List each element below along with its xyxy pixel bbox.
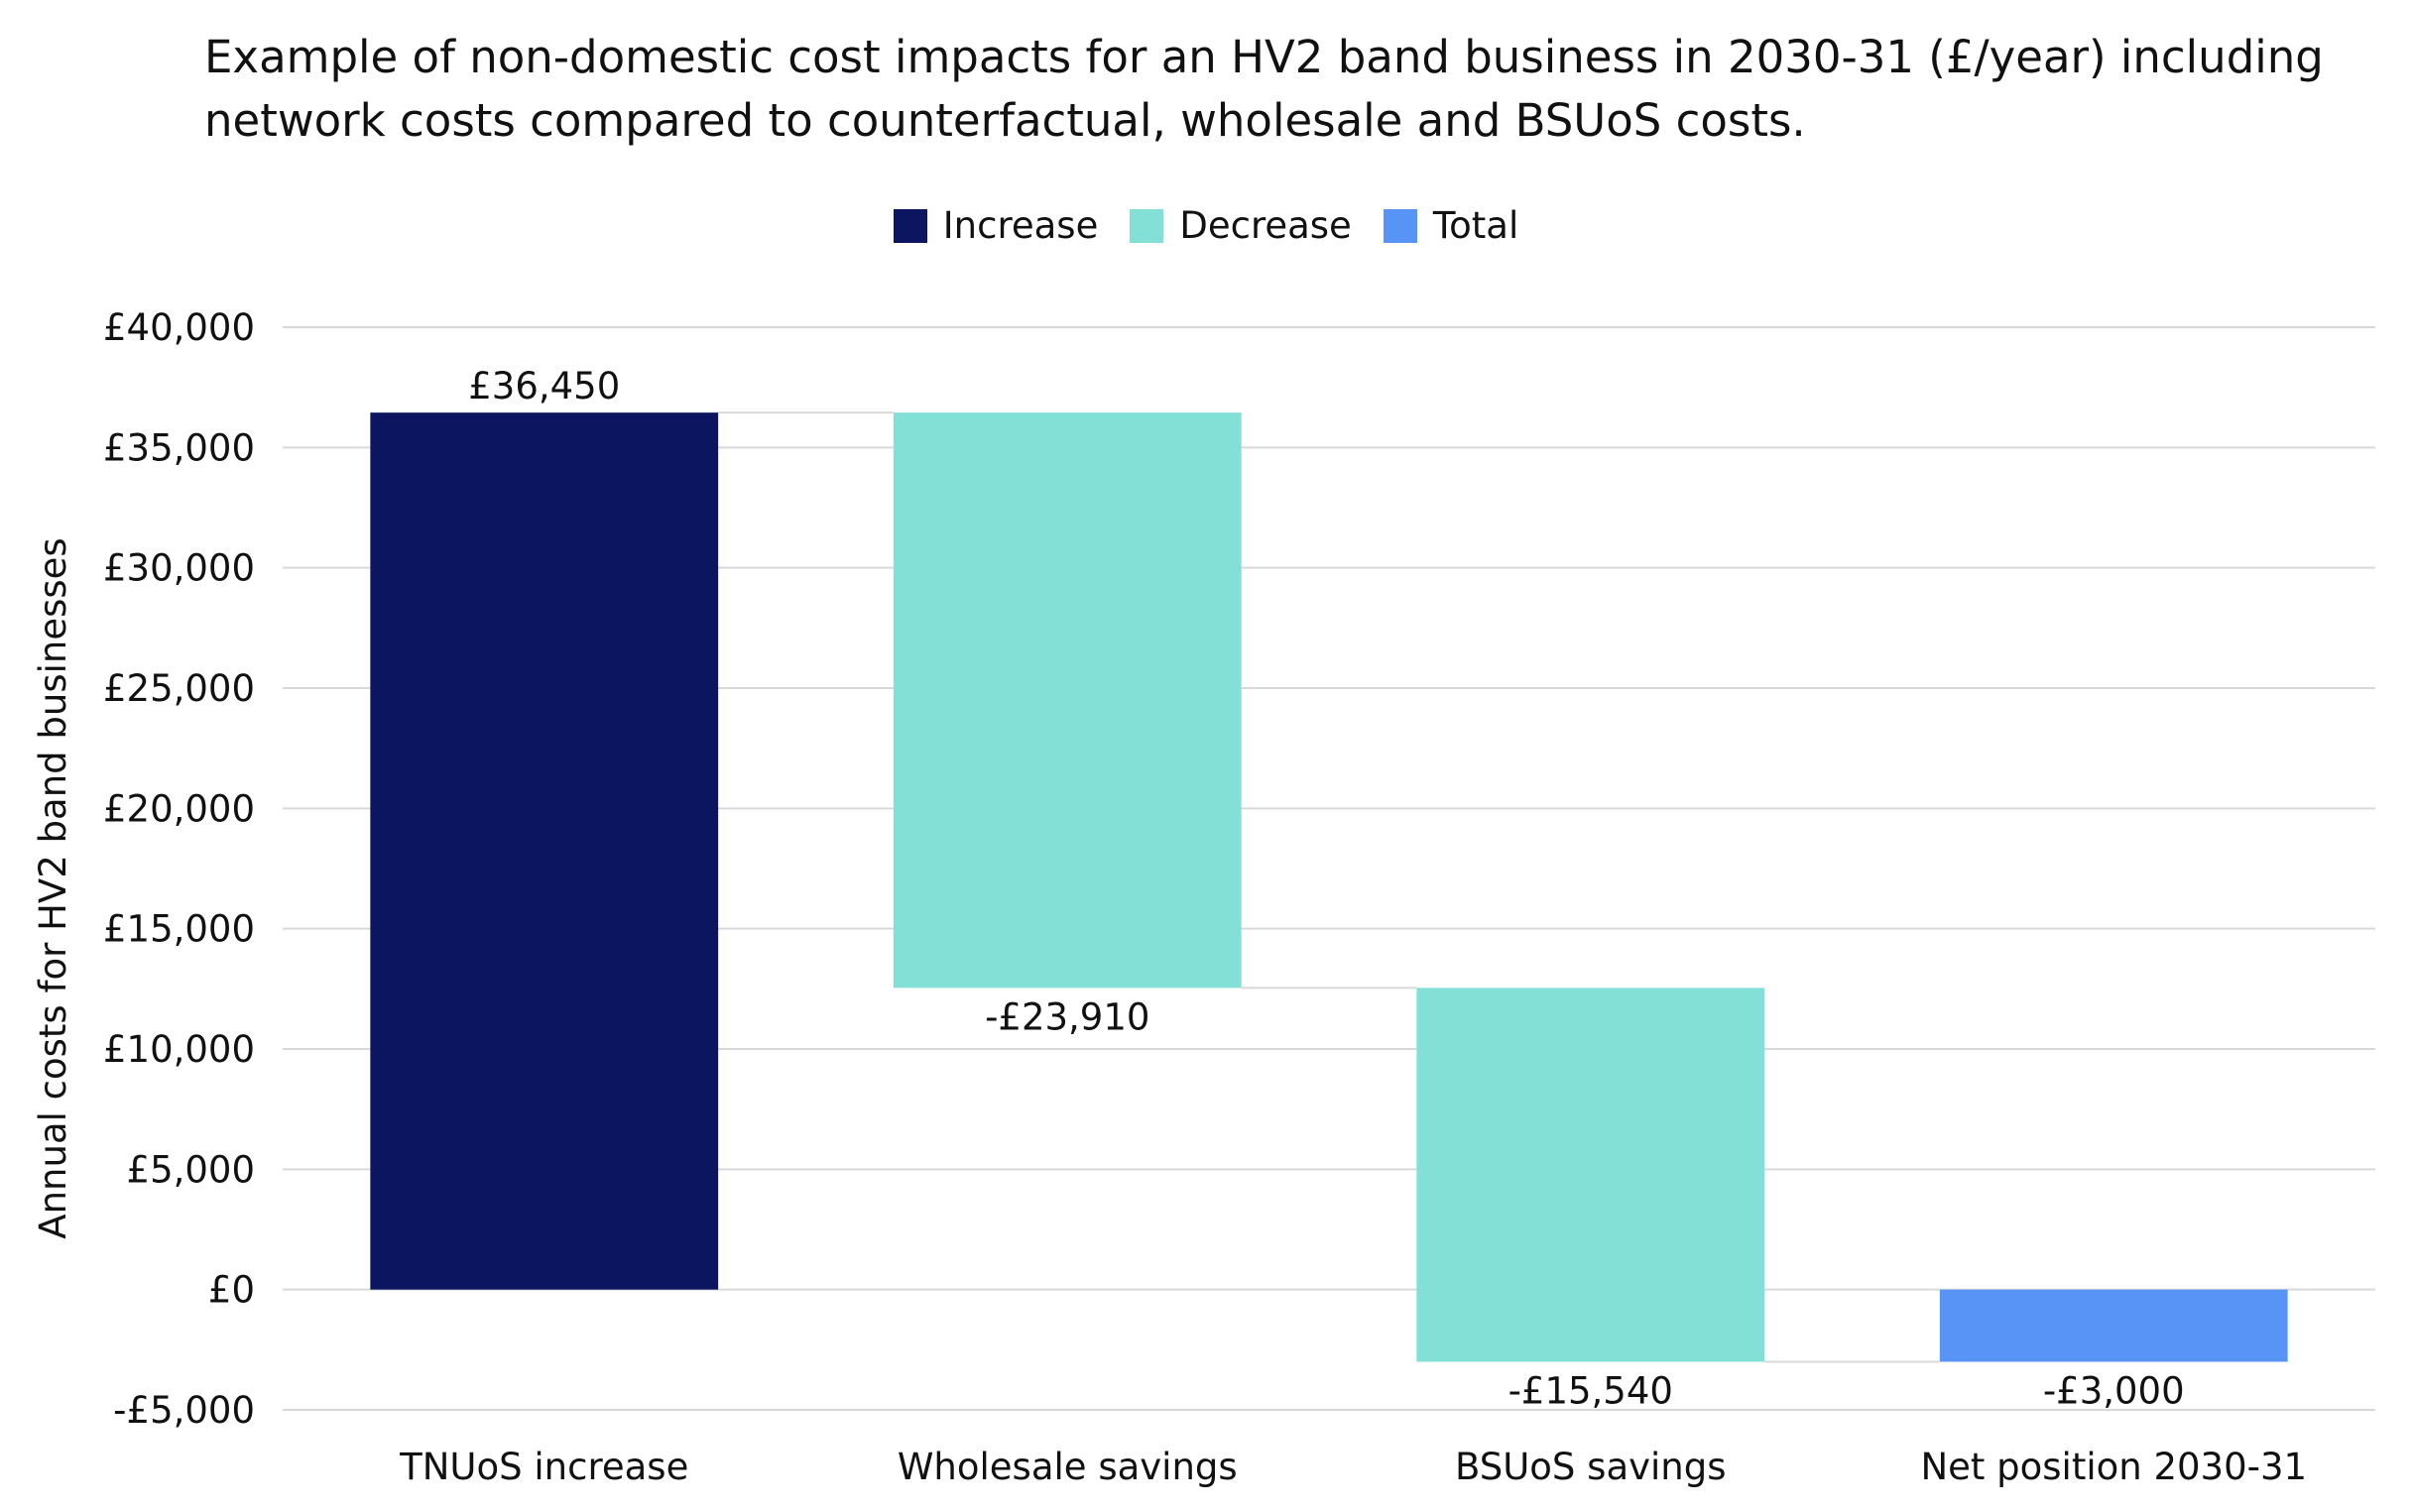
legend-swatch-total xyxy=(1383,208,1417,243)
chart-legend: Increase Decrease Total xyxy=(0,204,2412,247)
bar-0 xyxy=(370,412,719,1290)
legend-swatch-increase xyxy=(893,208,927,243)
x-axis: TNUoS increase Wholesale savings BSUoS sav… xyxy=(399,1446,2307,1488)
data-labels: £36,450 -£23,910 -£15,540 -£3,000 xyxy=(468,365,2184,1412)
y-tick-label: £10,000 xyxy=(103,1028,255,1071)
data-label: £36,450 xyxy=(468,365,620,407)
data-label: -£3,000 xyxy=(2043,1369,2185,1412)
legend-item-increase: Increase xyxy=(893,204,1099,247)
chart-title-line-1: Example of non-domestic cost impacts for… xyxy=(204,31,2324,83)
x-tick-label: BSUoS savings xyxy=(1455,1446,1727,1488)
legend-item-decrease: Decrease xyxy=(1130,204,1352,247)
bars xyxy=(370,412,2288,1362)
x-tick-label: Net position 2030-31 xyxy=(1920,1446,2307,1488)
y-tick-label: £5,000 xyxy=(127,1148,255,1191)
legend-label-increase: Increase xyxy=(942,204,1099,247)
y-tick-label: -£5,000 xyxy=(113,1389,255,1432)
data-label: -£23,910 xyxy=(985,995,1149,1038)
x-tick-label: TNUoS increase xyxy=(399,1446,688,1488)
bar-1 xyxy=(893,412,1242,989)
legend-item-total: Total xyxy=(1383,204,1519,247)
y-tick-label: £25,000 xyxy=(103,667,255,710)
y-tick-label: £30,000 xyxy=(103,547,255,590)
bar-2 xyxy=(1416,988,1765,1362)
y-tick-label: £15,000 xyxy=(103,908,255,951)
data-label: -£15,540 xyxy=(1508,1369,1673,1412)
bar-3 xyxy=(1939,1289,2288,1362)
y-tick-label: £35,000 xyxy=(103,426,255,469)
connector-lines xyxy=(718,411,1940,1363)
legend-label-total: Total xyxy=(1432,204,1519,247)
legend-label-decrease: Decrease xyxy=(1179,204,1352,247)
y-tick-label: £20,000 xyxy=(103,787,255,830)
x-tick-label: Wholesale savings xyxy=(898,1446,1238,1488)
y-axis-label: Annual costs for HV2 band businesses xyxy=(32,537,74,1238)
y-axis: £40,000 £35,000 £30,000 £25,000 £20,000 £15,0… xyxy=(103,306,255,1432)
y-tick-label: £40,000 xyxy=(103,306,255,349)
legend-swatch-decrease xyxy=(1130,208,1164,243)
chart-title-line-2: network costs compared to counterfactual… xyxy=(204,94,1806,147)
y-tick-label: £0 xyxy=(208,1269,255,1312)
chart-title: Example of non-domestic cost impacts for… xyxy=(204,26,2337,153)
